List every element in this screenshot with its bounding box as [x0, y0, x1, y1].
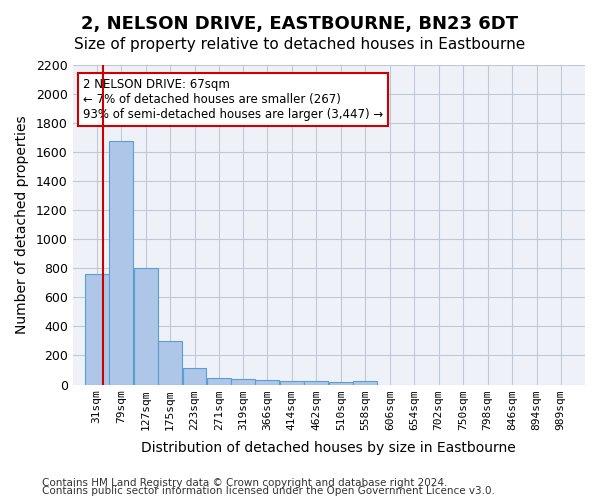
Bar [182, 368, 206, 384]
Bar [329, 382, 353, 384]
Text: 2, NELSON DRIVE, EASTBOURNE, BN23 6DT: 2, NELSON DRIVE, EASTBOURNE, BN23 6DT [82, 15, 518, 33]
Y-axis label: Number of detached properties: Number of detached properties [15, 116, 29, 334]
Bar [109, 140, 133, 384]
X-axis label: Distribution of detached houses by size in Eastbourne: Distribution of detached houses by size … [142, 441, 516, 455]
Bar [280, 382, 304, 384]
Bar [207, 378, 231, 384]
Text: Contains public sector information licensed under the Open Government Licence v3: Contains public sector information licen… [42, 486, 495, 496]
Bar [85, 274, 109, 384]
Bar [158, 341, 182, 384]
Bar [304, 382, 328, 384]
Text: 2 NELSON DRIVE: 67sqm
← 7% of detached houses are smaller (267)
93% of semi-deta: 2 NELSON DRIVE: 67sqm ← 7% of detached h… [83, 78, 383, 121]
Bar [353, 382, 377, 384]
Text: Contains HM Land Registry data © Crown copyright and database right 2024.: Contains HM Land Registry data © Crown c… [42, 478, 448, 488]
Bar [256, 380, 280, 384]
Bar [134, 268, 158, 384]
Text: Size of property relative to detached houses in Eastbourne: Size of property relative to detached ho… [74, 38, 526, 52]
Bar [232, 380, 256, 384]
